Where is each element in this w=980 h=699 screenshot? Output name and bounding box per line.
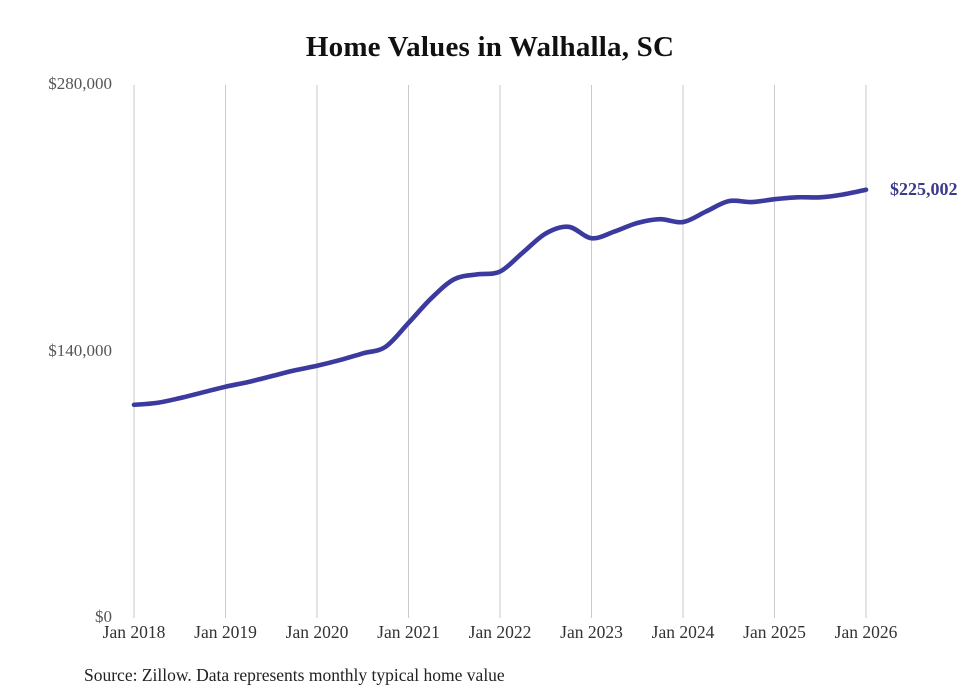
end-value-annotation: $225,002 (890, 178, 958, 199)
y-axis-tick-label: $280,000 (48, 74, 112, 93)
x-axis-tick-label: Jan 2019 (194, 622, 257, 642)
x-axis-tick-label: Jan 2025 (743, 622, 806, 642)
y-axis-tick-label: $0 (95, 607, 112, 626)
chart-title: Home Values in Walhalla, SC (305, 31, 675, 63)
x-axis-tick-label: Jan 2023 (560, 622, 623, 642)
x-axis-tick-label: Jan 2021 (377, 622, 440, 642)
source-note: Source: Zillow. Data represents monthly … (84, 665, 505, 685)
x-axis-tick-label: Jan 2022 (468, 622, 532, 642)
x-axis-tick-label: Jan 2018 (102, 622, 166, 642)
y-axis-tick-label: $140,000 (48, 340, 112, 360)
x-axis-tick-label: Jan 2024 (651, 622, 715, 642)
home-value-line (131, 187, 869, 408)
x-axis-tick-label: Jan 2020 (285, 622, 349, 642)
gridlines (133, 85, 867, 618)
x-axis-tick-label: Jan 2026 (834, 622, 898, 642)
